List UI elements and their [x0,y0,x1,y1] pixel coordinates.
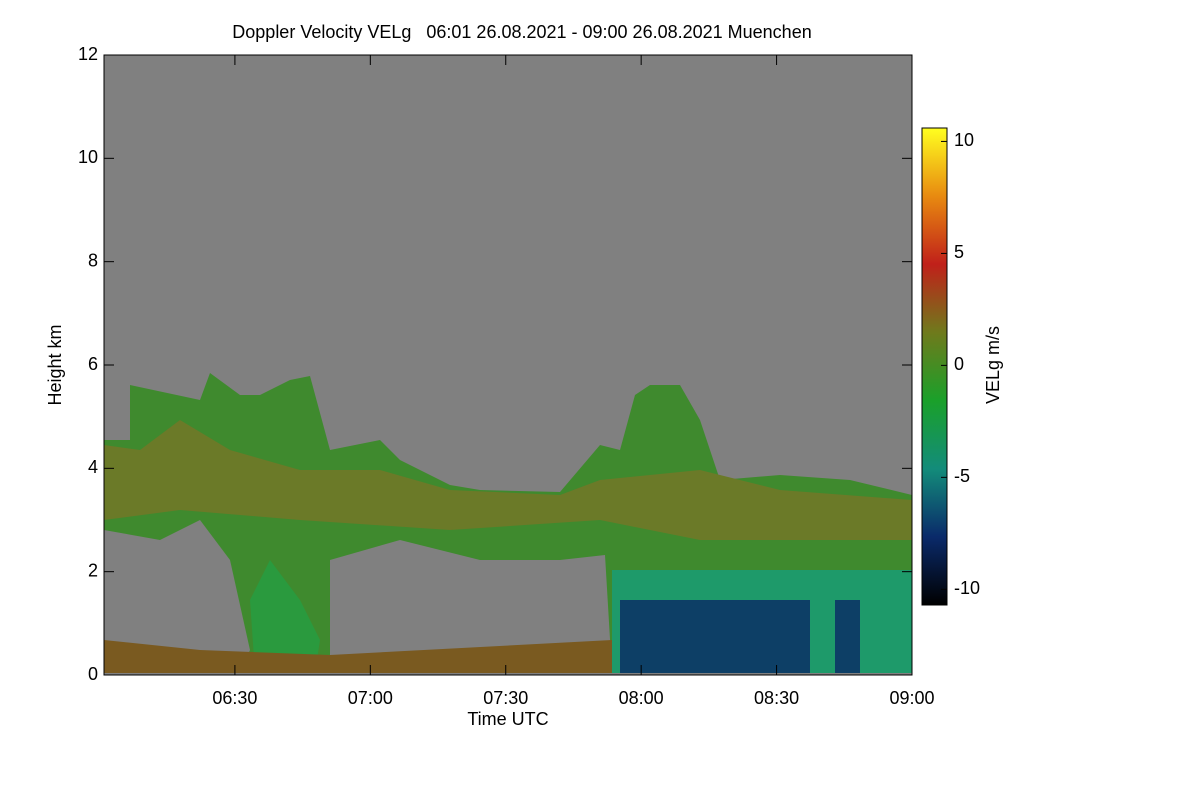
y-tick-label: 4 [88,457,98,477]
x-axis-label: Time UTC [467,709,548,729]
y-tick-label: 0 [88,664,98,684]
y-tick-label: 2 [88,560,98,580]
echo-field [104,373,912,673]
y-tick-label: 12 [78,44,98,64]
colorbar-tick-label: 10 [954,130,974,150]
y-tick-label: 8 [88,250,98,270]
x-tick-label: 07:00 [348,688,393,708]
y-tick-label: 6 [88,354,98,374]
chart-title: Doppler Velocity VELg 06:01 26.08.2021 -… [232,22,811,42]
x-tick-label: 09:00 [889,688,934,708]
x-tick-label: 08:00 [619,688,664,708]
colorbar-tick-label: -10 [954,578,980,598]
colorbar-label: VELg m/s [983,326,1003,404]
colorbar-tick-label: -5 [954,466,970,486]
colorbar-tick-label: 5 [954,242,964,262]
x-tick-label: 07:30 [483,688,528,708]
colorbar [921,127,948,606]
colorbar-tick-label: 0 [954,354,964,374]
x-tick-label: 08:30 [754,688,799,708]
x-tick-label: 06:30 [212,688,257,708]
y-tick-label: 10 [78,147,98,167]
y-axis-label: Height km [45,324,65,405]
